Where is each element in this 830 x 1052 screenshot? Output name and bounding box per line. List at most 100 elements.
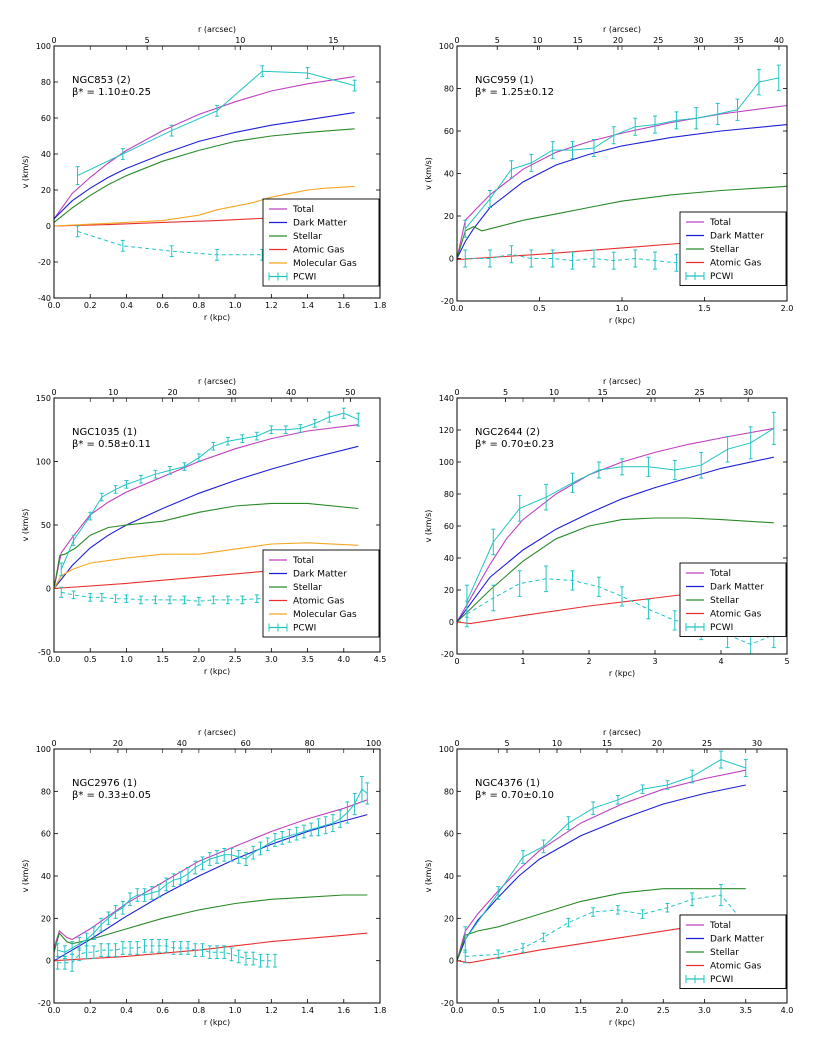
series-line-molecular	[54, 185, 355, 227]
series-line-dm	[457, 124, 787, 259]
y-axis-label: v (km/s)	[21, 156, 30, 189]
x-tick-label: 3.0	[265, 655, 278, 664]
beta-label: β* = 0.70±0.23	[475, 439, 554, 450]
x-tick-label: 1.0	[616, 304, 629, 313]
y-tick-label: 40	[444, 872, 454, 881]
series-group	[54, 65, 357, 263]
legend-label: Dark Matter	[710, 583, 764, 593]
x-tick-label: 0.4	[120, 1006, 133, 1015]
x-tick-label: 0.5	[533, 304, 546, 313]
x-axis-label: r (kpc)	[609, 669, 635, 678]
plot-frame	[53, 748, 381, 1004]
top-x-tick-label: 25	[702, 739, 712, 748]
chart-panel-1: 0.0 0.5 1.0 1.5 2.0 0 5 10 15 20 25 30 35 40 -20 0 20 40 6…	[424, 25, 793, 325]
x-tick-label: 0	[454, 657, 459, 666]
top-x-tick-label: 0	[51, 388, 56, 397]
top-x-tick-label: 20	[113, 739, 123, 748]
top-x-tick-label: 60	[241, 739, 251, 748]
y-tick-label: 60	[41, 114, 51, 123]
y-tick-label: -50	[38, 648, 51, 657]
top-x-axis-label: r (arcsec)	[198, 728, 236, 737]
top-x-axis-label: r (arcsec)	[603, 377, 641, 386]
top-x-axis-label: r (arcsec)	[198, 25, 236, 34]
x-tick-label: 0.0	[48, 655, 61, 664]
y-tick-label: 100	[36, 458, 51, 467]
legend-label: Atomic Gas	[293, 597, 345, 607]
y-tick-label: -20	[441, 650, 454, 659]
y-tick-label: 0	[449, 618, 454, 627]
series-line-stellar	[457, 517, 774, 623]
y-tick-label: 80	[444, 490, 454, 499]
series-line-dm	[54, 445, 359, 589]
x-tick-label: 1.8	[374, 1006, 387, 1015]
series-line-pcwi	[464, 759, 746, 940]
x-axis-label: r (kpc)	[204, 1018, 230, 1027]
x-tick-label: 1.5	[574, 1006, 587, 1015]
x-tick-label: 3	[652, 657, 657, 666]
x-axis-label: r (kpc)	[609, 316, 635, 325]
x-tick-label: 0.8	[193, 301, 206, 310]
y-tick-label: 150	[36, 394, 51, 403]
plot-frame	[53, 397, 381, 653]
x-tick-label: 1.5	[698, 304, 711, 313]
y-tick-label: 20	[444, 914, 454, 923]
top-x-tick-label: 0	[454, 36, 459, 45]
x-tick-label: 0.5	[492, 1006, 505, 1015]
legend-label: PCWI	[293, 624, 316, 634]
y-tick-label: 60	[444, 830, 454, 839]
series-line-dm	[457, 784, 746, 961]
beta-label: β* = 0.70±0.10	[475, 790, 554, 801]
y-tick-label: 20	[444, 586, 454, 595]
y-tick-label: 80	[444, 85, 454, 94]
top-x-tick-label: 5	[145, 36, 150, 45]
series-line-stellar	[457, 888, 746, 961]
x-tick-label: 1.5	[156, 655, 169, 664]
top-x-tick-label: 20	[652, 739, 662, 748]
beta-label: β* = 0.33±0.05	[72, 790, 151, 801]
y-tick-label: 100	[36, 745, 51, 754]
series-line-molecular	[54, 542, 359, 589]
chart-panel-0: 0.0 0.2 0.4 0.6 0.8 1.0 1.2 1.4 1.6 1.8 0 5 10 15 -40 -…	[21, 25, 386, 322]
x-tick-label: 4.5	[374, 655, 387, 664]
legend-label: Dark Matter	[293, 219, 347, 229]
legend-label: PCWI	[710, 623, 733, 633]
x-tick-label: 1.4	[301, 1006, 314, 1015]
y-tick-label: -20	[441, 297, 454, 306]
galaxy-label: NGC2976 (1)	[72, 778, 137, 789]
legend-label: Dark Matter	[293, 570, 347, 580]
top-x-tick-label: 10	[108, 388, 118, 397]
x-tick-label: 2.5	[657, 1006, 670, 1015]
x-tick-label: 1.0	[533, 1006, 546, 1015]
y-tick-label: 40	[444, 554, 454, 563]
top-x-tick-label: 40	[177, 739, 187, 748]
top-x-tick-label: 40	[286, 388, 296, 397]
galaxy-label: NGC959 (1)	[475, 75, 534, 86]
legend-label: Stellar	[710, 245, 739, 255]
top-x-tick-label: 25	[695, 388, 705, 397]
top-x-tick-label: 10	[235, 36, 245, 45]
x-tick-label: 2.0	[193, 655, 206, 664]
y-tick-label: 0	[46, 957, 51, 966]
y-axis-label: v (km/s)	[424, 157, 433, 190]
top-x-tick-label: 10	[552, 739, 562, 748]
legend-label: Total	[709, 569, 731, 579]
beta-label: β* = 0.58±0.11	[72, 439, 151, 450]
y-tick-label: -20	[441, 999, 454, 1008]
y-tick-label: 40	[41, 150, 51, 159]
top-x-tick-label: 15	[602, 739, 612, 748]
legend-label: Molecular Gas	[293, 259, 357, 269]
y-axis-label: v (km/s)	[424, 860, 433, 893]
y-tick-label: 60	[41, 830, 51, 839]
series-line-pcwi-dispersion	[465, 894, 747, 957]
x-tick-label: 0.2	[84, 301, 97, 310]
y-tick-label: 0	[46, 585, 51, 594]
series-line-dm	[457, 456, 774, 623]
y-tick-label: 100	[439, 745, 454, 754]
y-tick-label: 20	[41, 186, 51, 195]
legend-label: Total	[292, 205, 314, 215]
y-axis-label: v (km/s)	[21, 860, 30, 893]
x-tick-label: 2	[586, 657, 591, 666]
y-tick-label: 60	[444, 522, 454, 531]
series-group	[457, 64, 787, 274]
legend-label: Atomic Gas	[710, 259, 762, 269]
